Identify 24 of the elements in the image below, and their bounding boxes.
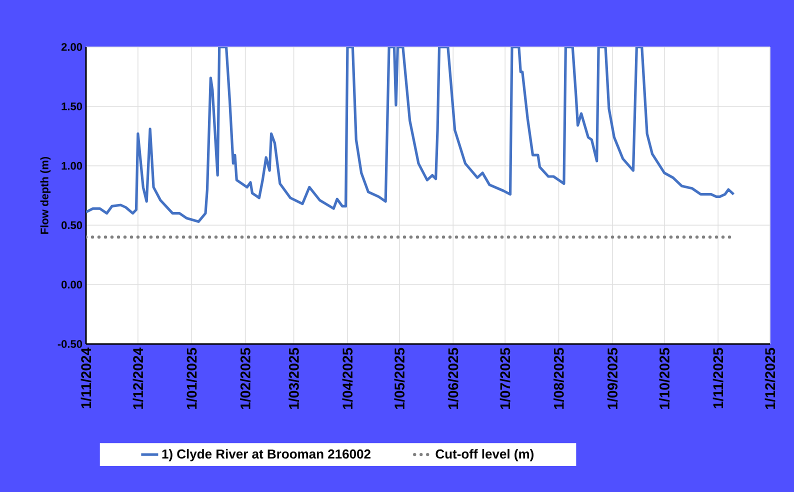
x-tick-label: 1/09/2025 bbox=[607, 348, 618, 409]
y-tick-label: 1.50 bbox=[62, 102, 82, 110]
x-tick-label: 1/01/2025 bbox=[186, 348, 197, 409]
x-tick-label: 1/03/2025 bbox=[288, 348, 300, 409]
x-tick-label: 1/04/2025 bbox=[342, 348, 353, 409]
legend-label: 1) Clyde River at Brooman 216002 bbox=[162, 449, 370, 462]
y-tick-label: -0.50 bbox=[58, 340, 82, 348]
x-tick-label: 1/08/2025 bbox=[554, 348, 564, 409]
x-tick-label: 1/12/2025 bbox=[764, 348, 776, 409]
x-tick-label: 1/11/2025 bbox=[712, 348, 724, 408]
x-tick-label: 1/06/2025 bbox=[448, 348, 458, 409]
y-axis-title: Flow depth (m) bbox=[40, 156, 51, 234]
y-tick-label: 2.00 bbox=[61, 43, 82, 51]
line-series bbox=[86, 47, 735, 223]
y-tick-label: 1.00 bbox=[62, 162, 82, 170]
y-tick-label: 0.50 bbox=[62, 221, 82, 230]
x-tick-label: 1/11/2024 bbox=[80, 348, 92, 408]
x-tick-label: 1/05/2025 bbox=[394, 348, 405, 409]
x-tick-label: 1/02/2025 bbox=[240, 348, 251, 409]
x-tick-label: 1/07/2025 bbox=[500, 348, 510, 409]
x-tick-label: 1/10/2025 bbox=[659, 348, 670, 409]
y-tick-label: 0.00 bbox=[62, 280, 82, 288]
x-tick-label: 1/12/2024 bbox=[132, 348, 144, 409]
legend-label: Cut-off level (m) bbox=[436, 449, 534, 462]
